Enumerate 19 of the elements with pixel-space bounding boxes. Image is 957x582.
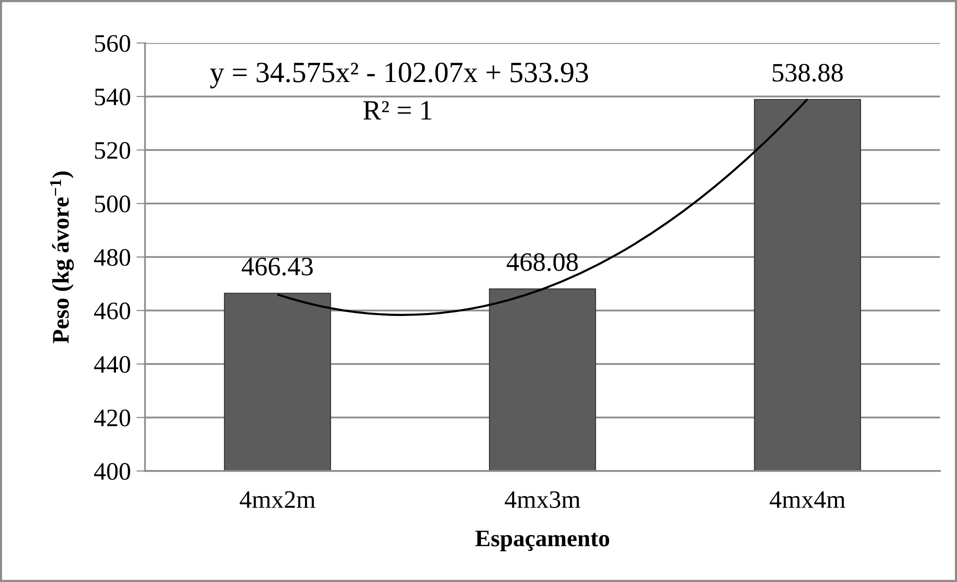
y-tick-label: 400: [94, 463, 130, 480]
x-tick-label: 4mx3m: [504, 491, 580, 508]
x-axis-title: Espaçamento: [475, 530, 610, 552]
data-label: 468.08: [506, 253, 578, 272]
y-tick-label: 540: [95, 88, 130, 106]
y-tick-label: 480: [94, 249, 130, 266]
y-tick-label: 460: [94, 302, 130, 320]
y-tick-label: 440: [94, 356, 130, 373]
y-axis-title: Peso (kg ávore$^{−1}$): [50, 172, 74, 344]
data-label: 538.88: [772, 64, 843, 82]
annotation: y = 34.575x² - 102.07x + 533.93: [210, 62, 588, 88]
data-label: 466.43: [242, 258, 313, 276]
x-tick-label: 4mx2m: [240, 491, 316, 508]
y-tick-label: 520: [95, 142, 130, 159]
annotation: R² = 1: [363, 101, 432, 120]
y-tick-label: 500: [95, 196, 130, 212]
y-tick-label: 420: [94, 410, 130, 426]
x-tick-label: 4mx4m: [770, 491, 846, 508]
y-tick-label: 560: [95, 35, 130, 52]
